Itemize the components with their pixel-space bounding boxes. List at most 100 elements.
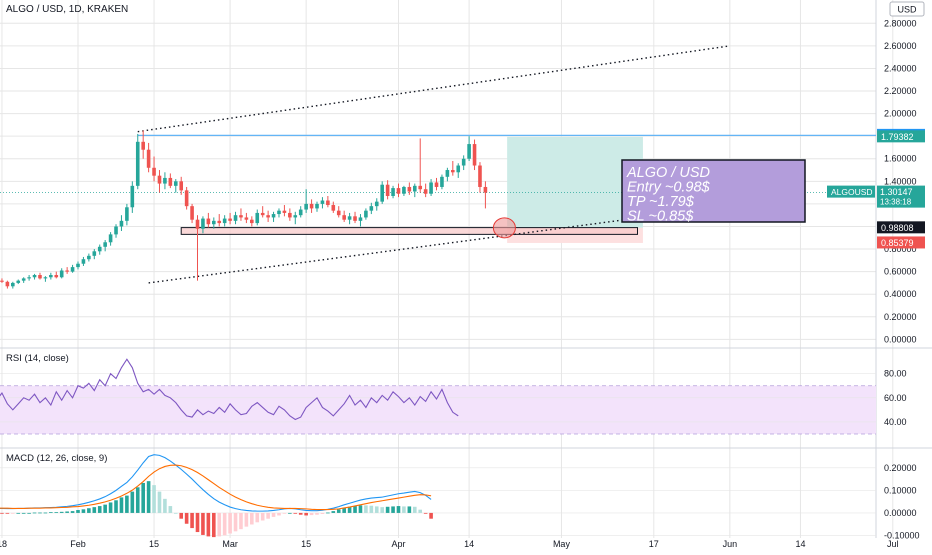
candle-body [255, 212, 260, 224]
macd-histogram-bar [27, 512, 31, 514]
candle-body [250, 219, 254, 224]
macd-histogram-bar [369, 505, 374, 513]
y-tick-label: 2.20000 [884, 86, 917, 96]
macd-histogram-bar [65, 511, 69, 513]
candle-body [293, 215, 298, 218]
candle-body [49, 275, 53, 278]
currency-button-label: USD [897, 5, 917, 15]
candle-body [309, 203, 314, 209]
macd-histogram-bar [309, 512, 314, 516]
candle-body [374, 201, 379, 207]
candle [402, 185, 406, 196]
x-tick-label: Jun [723, 539, 738, 549]
macd-histogram-bar [364, 505, 368, 513]
candle [429, 179, 433, 196]
candle [195, 215, 200, 281]
candle-body [103, 242, 107, 247]
candle [146, 142, 151, 173]
candle [440, 174, 444, 190]
candle-body [27, 277, 31, 279]
candle [157, 170, 162, 193]
x-tick-label: Jul [887, 539, 899, 549]
y-tick-label: 0.40000 [884, 289, 917, 299]
candle-body [347, 216, 352, 220]
macd-histogram-bar [320, 512, 325, 515]
candle-body [467, 144, 471, 159]
candle [396, 183, 401, 198]
macd-histogram-bar [385, 506, 390, 513]
macd-histogram-bar [130, 491, 135, 513]
trade-note-line: TP ~1.79$ [627, 194, 695, 210]
macd-histogram-bar [59, 511, 64, 513]
candle [206, 212, 211, 228]
candle [353, 211, 357, 224]
macd-histogram-bar [103, 504, 107, 513]
candle [336, 206, 341, 218]
candle-body [358, 217, 363, 221]
macd-histogram-bar [260, 512, 265, 521]
candle [407, 182, 412, 195]
rsi-y-tick-label: 80.00 [884, 369, 907, 379]
y-tick-label: 2.60000 [884, 41, 917, 51]
macd-histogram-bar [173, 512, 178, 514]
macd-histogram-bar [114, 500, 118, 513]
last-price-value: 1.30147 [880, 187, 913, 197]
candle-body [445, 170, 450, 177]
candle [173, 179, 178, 193]
candle [11, 281, 15, 289]
candle-body [342, 215, 346, 220]
candle [467, 136, 471, 162]
macd-histogram-bar [282, 512, 287, 514]
x-tick-label: 18 [0, 539, 7, 549]
candle [76, 261, 80, 270]
candle-body [11, 282, 15, 287]
macd-histogram-bar [331, 511, 336, 513]
macd-histogram-bar [76, 510, 80, 513]
x-tick-label: 15 [149, 539, 159, 549]
currency-button[interactable]: USD [889, 1, 925, 17]
candle-body [461, 158, 466, 166]
candle [385, 180, 390, 200]
candle [461, 155, 466, 171]
x-tick-label: 14 [464, 539, 474, 549]
macd-histogram-bar [201, 512, 205, 535]
candle [255, 209, 260, 226]
macd-histogram-bar [81, 509, 86, 513]
candle [5, 280, 10, 289]
macd-histogram-bar [293, 512, 298, 514]
candle-body [32, 275, 37, 278]
candle [277, 208, 281, 218]
candle-body [65, 270, 69, 272]
macd-histogram-bar [206, 512, 211, 537]
macd-histogram-bar [179, 512, 184, 519]
candle-body [163, 177, 167, 184]
candle [260, 206, 265, 218]
macd-histogram-bar [288, 512, 292, 514]
candle [168, 173, 173, 189]
candle [472, 139, 477, 171]
macd-histogram-bar [195, 512, 200, 533]
price-tag-bg [877, 236, 925, 249]
macd-histogram-bar [326, 512, 330, 514]
symbol-tag-label: ALGOUSD [831, 187, 873, 197]
candle-body [423, 189, 428, 194]
candle-body [43, 277, 48, 279]
candle [244, 212, 249, 224]
macd-histogram-bar [43, 512, 48, 514]
candle-body [0, 280, 4, 282]
macd-y-tick-label: -0.10000 [884, 530, 920, 540]
y-tick-label: 0.60000 [884, 267, 917, 277]
candle [59, 268, 64, 279]
macd-histogram-bar [21, 512, 26, 514]
candle [21, 277, 26, 283]
candle [423, 183, 428, 198]
candle-body [260, 212, 265, 216]
macd-histogram-bar [271, 512, 276, 517]
macd-histogram-bar [11, 512, 15, 514]
macd-histogram-bar [146, 481, 151, 513]
candle [315, 201, 319, 212]
candle-body [391, 188, 395, 196]
